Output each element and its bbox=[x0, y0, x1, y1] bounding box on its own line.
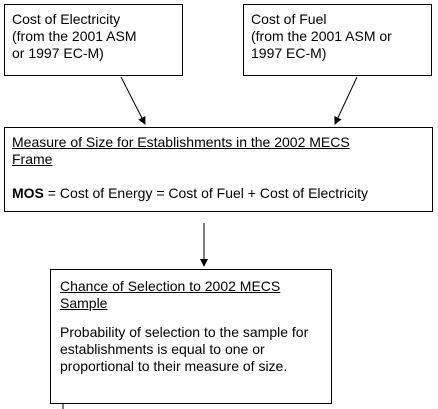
cost-of-fuel-box: Cost of Fuel (from the 2001 ASM or 1997 … bbox=[243, 4, 432, 76]
mos-formula-text: = Cost of Energy = Cost of Fuel + Cost o… bbox=[43, 185, 368, 201]
electricity-source-line-1: (from the 2001 ASM bbox=[12, 28, 137, 44]
selection-body-line-1: Probability of selection to the sample f… bbox=[60, 324, 309, 340]
mos-abbreviation: MOS bbox=[12, 185, 44, 201]
mos-formula: MOS = Cost of Energy = Cost of Fuel + Co… bbox=[12, 185, 425, 202]
fuel-source-line-1: (from the 2001 ASM or bbox=[251, 28, 392, 44]
arrow-fuel-to-mos bbox=[334, 76, 358, 125]
selection-body-line-3: proportional to their measure of size. bbox=[60, 358, 288, 374]
chance-of-selection-box: Chance of Selection to 2002 MECS Sample … bbox=[50, 269, 332, 404]
electricity-title: Cost of Electricity bbox=[12, 11, 121, 27]
electricity-source-line-2: or 1997 EC-M) bbox=[12, 45, 104, 61]
mos-heading-line-1: Measure of Size for Establishments in th… bbox=[12, 134, 350, 150]
selection-heading-line-1: Chance of Selection to 2002 MECS bbox=[60, 278, 281, 294]
cost-of-electricity-box: Cost of Electricity (from the 2001 ASM o… bbox=[4, 4, 183, 76]
arrow-electricity-to-mos bbox=[120, 76, 146, 125]
fuel-title: Cost of Fuel bbox=[251, 11, 327, 27]
fuel-source-line-2: 1997 EC-M) bbox=[251, 45, 327, 61]
measure-of-size-box: Measure of Size for Establishments in th… bbox=[4, 127, 433, 212]
mos-heading-line-2: Frame bbox=[12, 151, 53, 167]
selection-body-line-2: establishments is equal to one or bbox=[60, 341, 265, 357]
selection-heading-line-2: Sample bbox=[60, 295, 108, 311]
